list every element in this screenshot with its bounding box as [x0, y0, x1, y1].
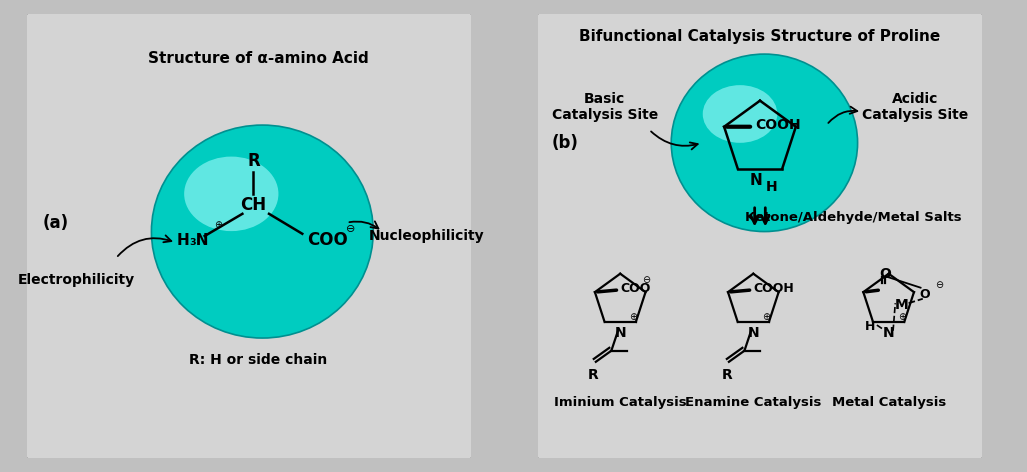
Text: Metal Catalysis: Metal Catalysis — [832, 396, 946, 409]
Text: Structure of α-amino Acid: Structure of α-amino Acid — [148, 51, 369, 66]
FancyArrowPatch shape — [829, 107, 858, 123]
Ellipse shape — [184, 157, 278, 231]
Text: (b): (b) — [551, 134, 578, 152]
Text: H: H — [865, 320, 875, 333]
Text: Bifunctional Catalysis Structure of Proline: Bifunctional Catalysis Structure of Prol… — [579, 29, 941, 44]
FancyArrowPatch shape — [751, 208, 759, 223]
Text: N: N — [883, 326, 895, 340]
Text: COOH: COOH — [754, 282, 795, 295]
Text: COOH: COOH — [755, 118, 801, 132]
Text: ⊖: ⊖ — [936, 280, 943, 290]
Text: ⊖: ⊖ — [346, 224, 355, 234]
FancyArrowPatch shape — [761, 208, 769, 223]
Text: Electrophilicity: Electrophilicity — [17, 273, 135, 287]
Text: H: H — [177, 233, 189, 248]
Text: Basic
Catalysis Site: Basic Catalysis Site — [551, 92, 658, 122]
Text: Acidic
Catalysis Site: Acidic Catalysis Site — [862, 92, 968, 122]
Text: R: R — [588, 369, 599, 382]
Text: ⊕: ⊕ — [763, 312, 770, 322]
Text: ⊖: ⊖ — [642, 275, 650, 285]
Text: CH: CH — [240, 196, 267, 214]
Text: (a): (a) — [43, 214, 69, 232]
Text: COO: COO — [620, 282, 651, 295]
Text: ₃N: ₃N — [189, 233, 208, 248]
Text: COO: COO — [307, 231, 347, 249]
Ellipse shape — [151, 125, 373, 338]
Text: Ketone/Aldehyde/Metal Salts: Ketone/Aldehyde/Metal Salts — [745, 211, 961, 224]
Text: O: O — [920, 288, 930, 301]
Text: H: H — [765, 180, 776, 194]
Text: Enamine Catalysis: Enamine Catalysis — [685, 396, 822, 409]
FancyArrowPatch shape — [349, 221, 378, 228]
Text: R: R — [248, 152, 260, 169]
FancyArrowPatch shape — [651, 131, 697, 150]
Text: Iminium Catalysis: Iminium Catalysis — [554, 396, 686, 409]
Ellipse shape — [672, 54, 858, 232]
Text: Nucleophilicity: Nucleophilicity — [369, 229, 485, 243]
Text: O: O — [879, 267, 891, 281]
Ellipse shape — [702, 85, 777, 143]
Text: ⊕: ⊕ — [898, 312, 906, 322]
Text: N: N — [748, 326, 759, 340]
FancyBboxPatch shape — [536, 12, 984, 460]
Text: ⊕: ⊕ — [630, 312, 638, 322]
Text: N: N — [749, 173, 762, 188]
Text: R: R — [721, 369, 732, 382]
Text: ⊕: ⊕ — [214, 220, 222, 230]
FancyBboxPatch shape — [25, 12, 473, 460]
Text: M: M — [896, 298, 909, 312]
Text: N: N — [614, 326, 626, 340]
Text: R: H or side chain: R: H or side chain — [189, 353, 327, 367]
FancyArrowPatch shape — [118, 236, 172, 256]
